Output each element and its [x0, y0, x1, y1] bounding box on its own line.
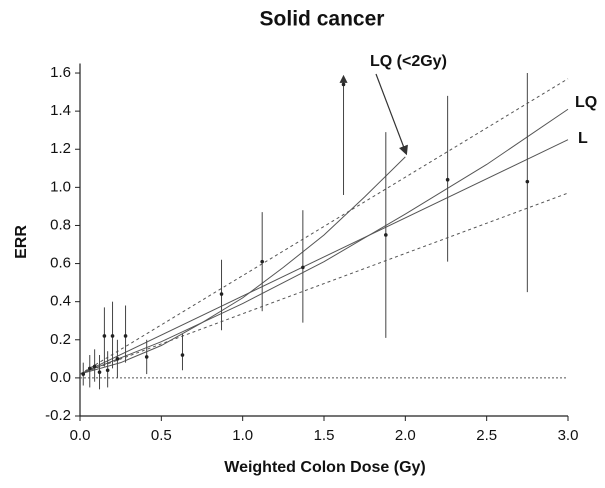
- point: [81, 372, 86, 376]
- x-tick-label: 1.0: [232, 427, 253, 444]
- y-axis-label: ERR: [13, 225, 30, 259]
- point: [115, 357, 120, 361]
- fit-line: [79, 108, 569, 375]
- x-tick-label: 0.0: [70, 427, 91, 444]
- fit-line: [79, 192, 569, 375]
- point: [525, 179, 530, 184]
- point: [110, 334, 115, 338]
- y-tick-label: 0.4: [50, 293, 71, 310]
- y-tick-label: 1.4: [50, 102, 71, 119]
- y-tick-label: 1.6: [50, 64, 71, 81]
- point: [180, 353, 185, 357]
- x-axis-label: Weighted Colon Dose (Gy): [224, 459, 425, 476]
- y-tick-label: 0.8: [50, 216, 71, 233]
- chart-title: Solid cancer: [260, 8, 385, 31]
- point: [445, 177, 450, 182]
- y-tick-label: 0.2: [50, 331, 71, 348]
- y-tick-label: 1.2: [50, 140, 71, 157]
- y-tick-label: 0.0: [50, 369, 71, 386]
- point: [219, 292, 224, 296]
- line-label: LQ: [575, 94, 597, 111]
- line-label: L: [578, 130, 588, 147]
- fit-line: [79, 139, 569, 375]
- point: [87, 366, 92, 371]
- x-tick-label: 2.0: [395, 427, 416, 444]
- y-tick-label: -0.2: [45, 407, 71, 424]
- x-tick-label: 1.5: [314, 427, 335, 444]
- x-tick-label: 0.5: [151, 427, 172, 444]
- annotation-arrow: [375, 73, 408, 156]
- point: [123, 334, 128, 338]
- point: [97, 370, 102, 374]
- point: [301, 265, 305, 270]
- x-tick-label: 3.0: [558, 427, 579, 444]
- fit-line: [79, 156, 406, 375]
- x-tick-label: 2.5: [476, 427, 497, 444]
- fit-line: [79, 78, 569, 375]
- point: [92, 364, 97, 369]
- point: [105, 368, 110, 373]
- y-tick-label: 1.0: [50, 178, 71, 195]
- point: [144, 355, 149, 359]
- point: [102, 334, 107, 338]
- point: [260, 259, 264, 264]
- line-label: LQ (<2Gy): [370, 53, 447, 70]
- point: [341, 82, 346, 87]
- point: [384, 233, 388, 237]
- y-tick-label: 0.6: [50, 255, 71, 272]
